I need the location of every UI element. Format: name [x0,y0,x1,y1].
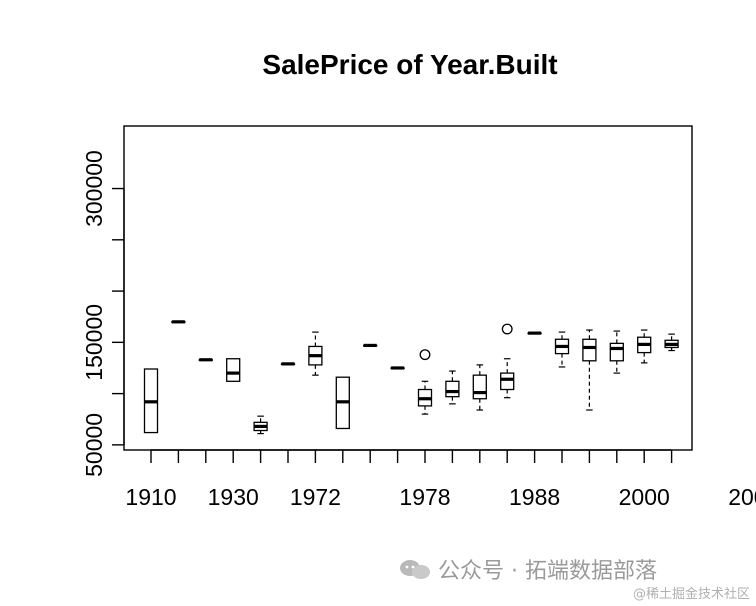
box-11 [417,349,433,415]
box-19 [637,329,652,364]
box-series [143,320,679,435]
box-14 [500,323,515,399]
watermark-sub: @稀土掘金技术社区 [632,587,750,602]
outlier-point [501,323,513,335]
x-tick-label: 1930 [208,484,259,510]
x-tick-label: 1988 [509,484,560,510]
box-12 [445,370,460,405]
box-13 [472,364,487,411]
box-5 [253,415,268,435]
x-tick-label: 1978 [399,484,450,510]
box-6 [280,362,296,366]
box-iqr [472,374,487,400]
box-iqr [500,372,515,391]
box-3 [198,358,213,362]
box-17 [582,329,597,411]
box-20 [664,333,679,352]
x-axis: 1910 1930 1972 1978 1988 2000 2007 [125,449,756,510]
outlier-point [419,349,431,361]
y-axis: 50000 150000 300000 [81,150,125,477]
box-iqr [445,380,460,398]
box-1 [143,368,159,434]
x-tick-label: 2007 [728,484,756,510]
y-tick-label: 300000 [81,150,107,227]
x-tick-label: 1972 [290,484,341,510]
box-iqr [582,338,597,362]
y-tick-label: 150000 [81,304,107,381]
box-7 [308,331,323,376]
x-tick-label: 1910 [125,484,176,510]
box-10 [390,366,405,370]
box-iqr [609,342,624,362]
box-2 [171,320,186,324]
plot-frame [123,125,693,451]
box-9 [363,343,378,348]
box-8 [335,376,350,430]
watermark-text: 公众号 · 拓端数据部落 [438,559,657,584]
box-iqr [226,358,241,382]
box-15 [527,331,542,335]
y-tick-label: 50000 [81,413,107,477]
chart-title: SalePrice of Year.Built [262,49,557,80]
box-16 [554,331,570,368]
box-4 [226,358,241,382]
wechat-icon [400,560,430,579]
box-18 [609,330,624,374]
x-tick-label: 2000 [619,484,670,510]
watermark: 公众号 · 拓端数据部落 [398,553,657,585]
